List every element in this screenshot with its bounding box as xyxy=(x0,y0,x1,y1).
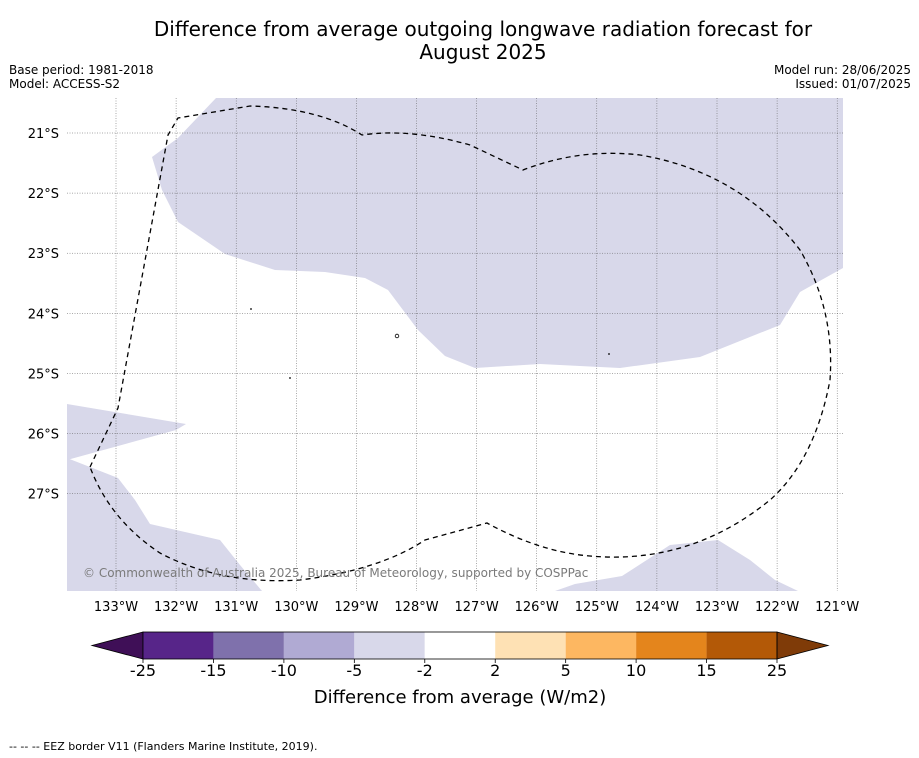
copyright-notice: © Commonwealth of Australia 2025, Bureau… xyxy=(83,566,588,580)
eez-footnote: -- -- -- EEZ border V11 (Flanders Marine… xyxy=(9,740,318,753)
map-title: Difference from average outgoing longwav… xyxy=(60,18,906,64)
colorbar: -25 -15 -10 -5 -2 2 5 10 15 25 xyxy=(90,631,830,680)
colorbar-tick-label: -15 xyxy=(200,661,226,680)
latitude-label: 24°S xyxy=(28,307,59,322)
longitude-label: 124°W xyxy=(635,600,679,615)
colorbar-tick-label: -2 xyxy=(417,661,433,680)
colorbar-segment xyxy=(354,632,425,659)
base-period: Base period: 1981-2018 xyxy=(9,63,154,77)
colorbar-segment xyxy=(283,632,355,659)
island-speck xyxy=(608,353,610,355)
colorbar-segment xyxy=(706,632,777,659)
colorbar-segment xyxy=(143,632,214,659)
map-area xyxy=(67,98,843,591)
latitude-label: 26°S xyxy=(28,428,59,443)
colorbar-title: Difference from average (W/m2) xyxy=(314,687,606,708)
latitude-label: 21°S xyxy=(28,127,59,142)
model-run: Model run: 28/06/2025 xyxy=(773,63,911,77)
title-line-2: August 2025 xyxy=(419,40,547,64)
colorbar-segment xyxy=(565,632,637,659)
island-speck xyxy=(394,333,400,339)
longitude-label: 127°W xyxy=(455,600,499,615)
meta-right: Model run: 28/06/2025 Issued: 01/07/2025 xyxy=(774,63,911,91)
longitude-label: 133°W xyxy=(94,600,138,615)
longitude-label: 123°W xyxy=(695,600,739,615)
shaded-region-southeast xyxy=(555,540,798,591)
colorbar-tick-label: 2 xyxy=(490,661,500,680)
colorbar-segment xyxy=(213,632,284,659)
longitude-label: 129°W xyxy=(334,600,378,615)
meta-left: Base period: 1981-2018 Model: ACCESS-S2 xyxy=(9,63,154,91)
longitude-label: 125°W xyxy=(575,600,619,615)
longitude-label: 132°W xyxy=(154,600,198,615)
colorbar-segment xyxy=(495,632,566,659)
longitude-label: 122°W xyxy=(755,600,799,615)
issued-date: Issued: 01/07/2025 xyxy=(795,77,911,91)
map-gridlines xyxy=(67,98,843,591)
latitude-labels: 21°S 22°S 23°S 24°S 25°S 26°S 27°S xyxy=(28,127,59,503)
colorbar-tick-label: -5 xyxy=(346,661,362,680)
latitude-label: 27°S xyxy=(28,488,59,503)
colorbar-segment xyxy=(636,632,707,659)
longitude-label: 121°W xyxy=(815,600,859,615)
colorbar-tick-label: -10 xyxy=(271,661,297,680)
longitude-label: 128°W xyxy=(394,600,438,615)
title-line-1: Difference from average outgoing longwav… xyxy=(153,17,813,41)
eez-border xyxy=(89,105,832,582)
colorbar-tick-label: 5 xyxy=(561,661,571,680)
latitude-label: 23°S xyxy=(28,247,59,262)
colorbar-tick-label: -25 xyxy=(130,661,156,680)
longitude-labels: 133°W 132°W 131°W 130°W 129°W 128°W 127°W 126°W… xyxy=(94,600,860,615)
longitude-label: 126°W xyxy=(515,600,559,615)
colorbar-extend-low xyxy=(90,631,144,660)
shaded-region-north xyxy=(152,98,843,368)
latitude-label: 22°S xyxy=(28,187,59,202)
longitude-label: 131°W xyxy=(214,600,258,615)
colorbar-tick-label: 10 xyxy=(626,661,646,680)
colorbar-tick-label: 25 xyxy=(767,661,787,680)
model-name: Model: ACCESS-S2 xyxy=(9,77,121,91)
colorbar-outline xyxy=(142,631,778,660)
colorbar-segment xyxy=(424,632,496,659)
latitude-label: 25°S xyxy=(28,367,59,382)
colorbar-tick-label: 15 xyxy=(696,661,716,680)
colorbar-extend-high xyxy=(776,631,830,660)
longitude-label: 130°W xyxy=(274,600,318,615)
island-speck xyxy=(289,377,291,379)
island-speck xyxy=(250,308,252,310)
shaded-region-west-wedge xyxy=(67,404,186,460)
